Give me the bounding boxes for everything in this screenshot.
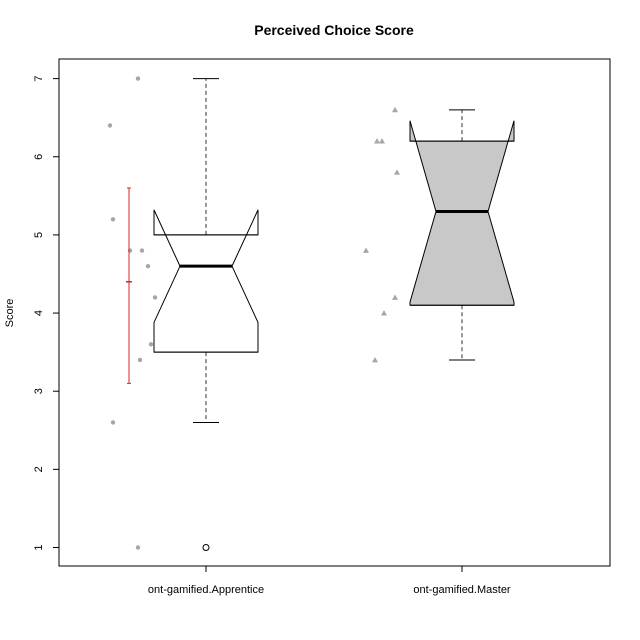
- y-tick-label: 5: [33, 232, 45, 238]
- data-point: [381, 310, 387, 316]
- y-axis-label: Score: [4, 299, 16, 328]
- jitter-points: [107, 76, 400, 550]
- data-point: [127, 248, 133, 253]
- data-point: [374, 138, 380, 144]
- box-0: [153, 78, 259, 551]
- data-point: [379, 138, 385, 144]
- box-body: [409, 120, 515, 306]
- data-point: [372, 356, 378, 363]
- data-point: [107, 123, 113, 128]
- data-point: [110, 420, 116, 425]
- y-tick-label: 7: [33, 76, 45, 82]
- boxes: [153, 78, 515, 551]
- data-point: [392, 106, 398, 113]
- x-tick-label: ont-gamified.Apprentice: [148, 584, 264, 596]
- data-point: [135, 545, 141, 550]
- data-point: [152, 295, 158, 300]
- y-axis: 1 2 3 4 5 6 7: [33, 76, 60, 551]
- x-axis: ont-gamified.Apprentice ont-gamified.Mast…: [148, 565, 511, 596]
- data-point: [139, 248, 145, 253]
- data-point: [392, 294, 398, 300]
- chart-title: Perceived Choice Score: [254, 22, 414, 38]
- x-tick-label: ont-gamified.Master: [413, 584, 511, 596]
- y-tick-label: 4: [33, 310, 45, 316]
- plot-frame: [58, 58, 611, 567]
- data-point: [148, 342, 154, 347]
- box-1: [409, 109, 515, 361]
- data-point: [137, 357, 143, 363]
- y-tick-label: 6: [33, 154, 45, 160]
- data-point: [145, 263, 151, 269]
- y-tick-label: 1: [33, 544, 45, 550]
- mean-sd-bar: [126, 187, 132, 384]
- data-point: [394, 169, 400, 175]
- y-tick-label: 3: [33, 388, 45, 394]
- data-point: [363, 247, 369, 253]
- data-point: [110, 217, 116, 222]
- y-tick-label: 2: [33, 466, 45, 472]
- outlier-point: [202, 544, 210, 551]
- data-point: [135, 76, 141, 81]
